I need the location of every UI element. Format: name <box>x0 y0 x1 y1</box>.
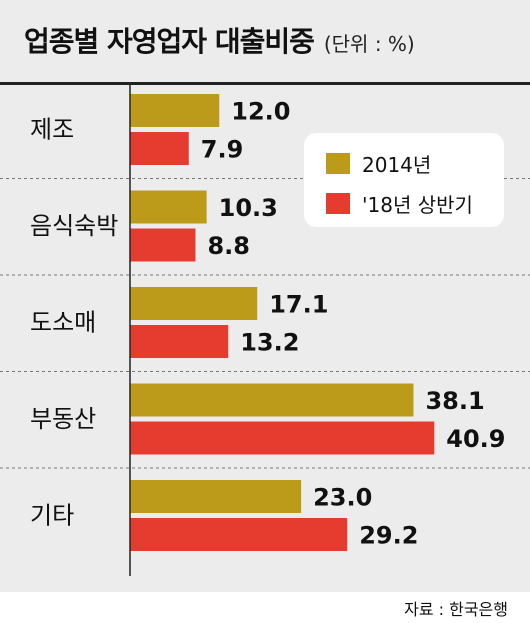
title-rule <box>0 82 530 85</box>
chart-title-line: 업종별 자영업자 대출비중 (단위 : %) <box>24 20 415 72</box>
bar <box>130 383 414 417</box>
legend-swatch-2014 <box>326 153 350 174</box>
category-label: 기타 <box>30 502 74 530</box>
data-label: 10.3 <box>219 194 278 222</box>
data-label: 13.2 <box>240 329 299 357</box>
data-label: 8.8 <box>207 232 250 260</box>
legend-item-2018h1: '18년 상반기 <box>326 189 473 218</box>
bar <box>130 228 196 262</box>
source-note: 자료 : 한국은행 <box>404 600 508 619</box>
bar-chart: 제조 12.0 7.9 음식숙박 10.3 8.8 도소매 17.1 13.2 부동산 38.1 40… <box>0 85 530 576</box>
data-label: 38.1 <box>425 387 484 415</box>
legend-label-2018h1: '18년 상반기 <box>362 193 473 217</box>
legend-label-2014: 2014년 <box>362 153 432 177</box>
legend: 2014년 '18년 상반기 <box>304 133 504 227</box>
data-label: 12.0 <box>231 98 290 126</box>
bar <box>130 421 435 455</box>
category-label: 제조 <box>30 116 74 144</box>
category-label: 부동산 <box>30 405 96 433</box>
data-label: 23.0 <box>313 484 372 512</box>
chart-title: 업종별 자영업자 대출비중 <box>24 25 315 58</box>
data-label: 7.9 <box>201 136 244 164</box>
data-label: 17.1 <box>269 291 328 319</box>
legend-swatch-2018h1 <box>326 193 350 214</box>
legend-item-2014: 2014년 <box>326 149 431 178</box>
category-label: 음식숙박 <box>30 212 118 240</box>
bar <box>130 287 258 320</box>
chart-unit-label: (단위 : %) <box>323 32 415 56</box>
data-label: 40.9 <box>446 425 505 453</box>
bar <box>130 190 207 224</box>
bar <box>130 94 220 127</box>
bar <box>130 518 348 551</box>
bar <box>130 325 229 358</box>
category-label: 도소매 <box>30 309 96 337</box>
bar <box>130 480 302 513</box>
data-label: 29.2 <box>359 522 418 550</box>
bar <box>130 132 189 165</box>
